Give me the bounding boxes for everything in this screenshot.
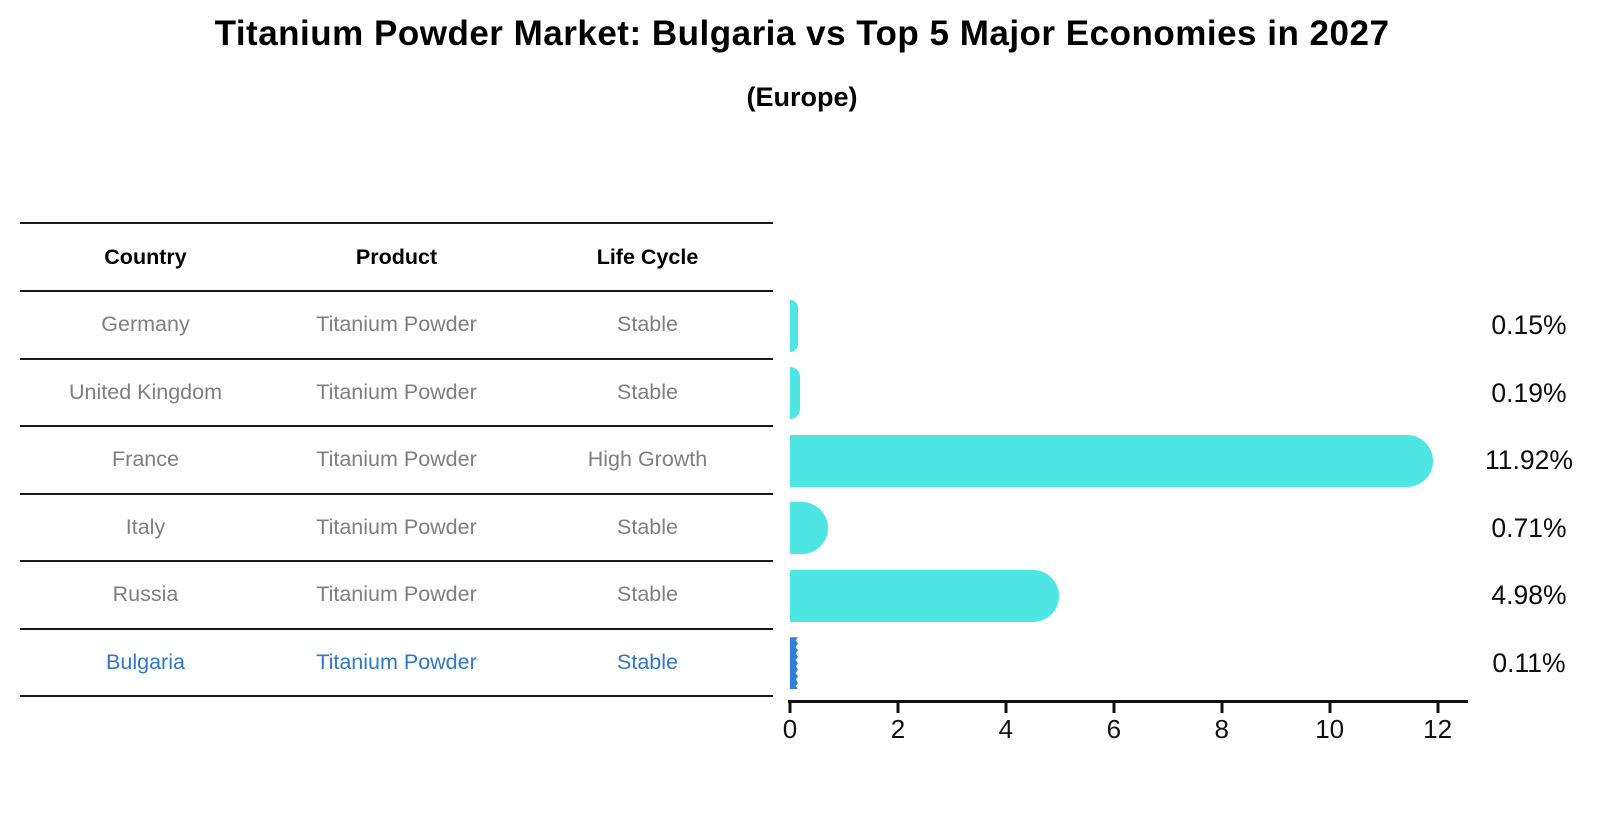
bar — [790, 502, 829, 555]
bar — [790, 434, 1434, 487]
bar-value-label: 0.15% — [1491, 310, 1567, 341]
table-row: United Kingdom Titanium Powder Stable 0.… — [0, 360, 1604, 428]
page-title: Titanium Powder Market: Bulgaria vs Top … — [214, 14, 1390, 53]
country-cell: Italy — [125, 514, 166, 539]
x-axis-tick — [1112, 703, 1116, 713]
page-subtitle: (Europe) — [746, 82, 858, 112]
bar-track — [773, 495, 1454, 563]
x-axis-tick-label: 12 — [1423, 714, 1453, 744]
table-row: France Titanium Powder High Growth 11.92… — [0, 427, 1604, 495]
table-row: Italy Titanium Powder Stable 0.71% — [0, 495, 1604, 563]
x-axis: 0 2 4 6 8 10 12 — [783, 700, 1468, 750]
table-row: Bulgaria Titanium Powder Stable 0.11% — [0, 630, 1604, 698]
country-cell: United Kingdom — [69, 379, 222, 404]
lifecycle-cell: Stable — [617, 312, 678, 337]
table-header-cells: Country Product Life Cycle — [20, 222, 773, 292]
bar-value-label: 11.92% — [1485, 445, 1573, 476]
bar-value-label: 0.11% — [1492, 647, 1566, 678]
x-axis-tick — [1004, 703, 1008, 713]
product-cell: Titanium Powder — [316, 312, 477, 337]
table-and-bars: Country Product Life Cycle Germany Titan… — [0, 222, 1604, 697]
x-axis-tick-label: 0 — [782, 714, 798, 744]
table-row-cells: France Titanium Powder High Growth — [20, 427, 773, 495]
lifecycle-cell: Stable — [617, 649, 678, 674]
x-axis-tick — [788, 703, 792, 713]
table-header-row: Country Product Life Cycle — [0, 222, 1604, 292]
x-axis-tick-label: 8 — [1214, 714, 1229, 744]
bar-track — [773, 360, 1454, 428]
table-rows: Germany Titanium Powder Stable 0.15% Uni… — [0, 292, 1604, 697]
column-header-country: Country — [104, 244, 187, 269]
product-cell: Titanium Powder — [316, 514, 477, 539]
table-row-cells: Germany Titanium Powder Stable — [20, 292, 773, 360]
bar-track — [773, 292, 1454, 360]
bar — [790, 299, 799, 352]
product-cell: Titanium Powder — [316, 649, 477, 674]
x-axis-tick — [1220, 703, 1224, 713]
country-cell: Germany — [101, 312, 190, 337]
x-axis-tick-label: 2 — [890, 714, 906, 744]
lifecycle-cell: Stable — [617, 379, 678, 404]
column-header-product: Product — [355, 244, 438, 269]
product-cell: Titanium Powder — [316, 447, 477, 472]
lifecycle-cell: High Growth — [587, 447, 708, 472]
bar-value-label: 0.71% — [1491, 512, 1567, 543]
table-row-cells: Russia Titanium Powder Stable — [20, 562, 773, 630]
country-cell: France — [112, 447, 179, 472]
x-axis-tick — [1328, 703, 1332, 713]
bar — [790, 637, 798, 690]
lifecycle-cell: Stable — [617, 582, 678, 607]
column-header-lifecycle: Life Cycle — [596, 244, 699, 269]
bar-value-label: 4.98% — [1491, 580, 1567, 611]
header-bar-spacer — [773, 222, 1454, 292]
bar-track — [773, 630, 1454, 698]
bar-track — [773, 562, 1454, 630]
table-row-cells: Bulgaria Titanium Powder Stable — [20, 630, 773, 697]
x-axis-tick — [1436, 703, 1440, 713]
bar — [790, 569, 1059, 622]
bar — [790, 367, 801, 420]
product-cell: Titanium Powder — [316, 379, 477, 404]
table-row: Russia Titanium Powder Stable 4.98% — [0, 562, 1604, 630]
x-axis-tick-label: 4 — [998, 714, 1014, 744]
table-row: Germany Titanium Powder Stable 0.15% — [0, 292, 1604, 360]
table-row-cells: United Kingdom Titanium Powder Stable — [20, 360, 773, 427]
table-row-cells: Italy Titanium Powder Stable — [20, 495, 773, 562]
x-axis-tick — [896, 703, 900, 713]
x-axis-tick-label: 10 — [1315, 714, 1345, 744]
country-cell: Russia — [112, 582, 179, 607]
x-axis-tick-label: 6 — [1106, 714, 1122, 744]
x-axis-line — [788, 700, 1468, 703]
bar-track — [773, 427, 1454, 495]
product-cell: Titanium Powder — [316, 582, 477, 607]
country-cell: Bulgaria — [106, 649, 185, 674]
lifecycle-cell: Stable — [617, 514, 678, 539]
bar-value-label: 0.19% — [1491, 377, 1567, 408]
